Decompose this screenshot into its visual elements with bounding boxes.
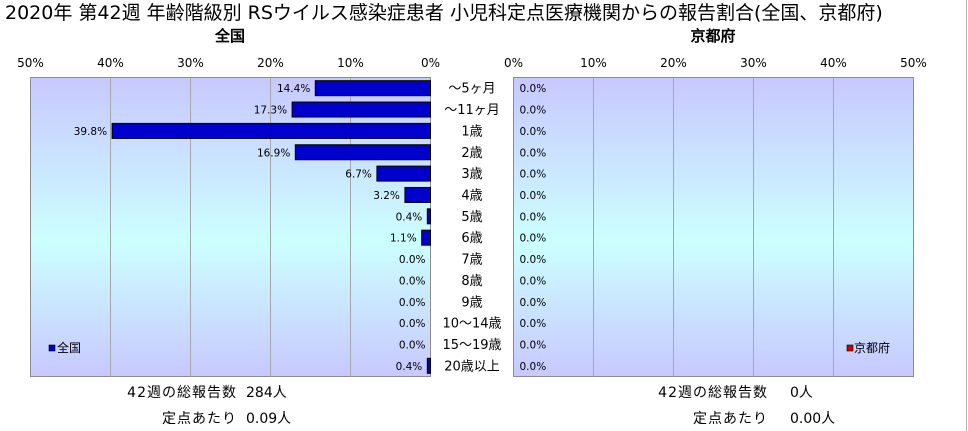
national-data-label: 0.0% — [399, 297, 426, 309]
national-bar — [376, 165, 431, 182]
legend-national: 全国 — [48, 340, 81, 355]
per-site-value: 0.09人 — [246, 411, 291, 427]
national-data-label: 39.8% — [74, 126, 107, 138]
category-label: 1歳 — [461, 124, 482, 139]
legend-swatch-national — [48, 344, 56, 352]
kyoto-data-label: 0.0% — [520, 211, 547, 223]
total-reports-value: 284人 — [246, 385, 287, 401]
national-data-label: 3.2% — [373, 190, 400, 202]
category-label: ～11ヶ月 — [444, 103, 500, 118]
national-data-label: 16.9% — [257, 147, 290, 159]
national-bar — [111, 122, 431, 139]
x-axis-ticks-national: 0% 10% 20% 30% 40% 50% — [17, 56, 440, 70]
category-label: 10～14歳 — [442, 317, 501, 332]
kyoto-data-label: 0.0% — [520, 318, 547, 330]
kyoto-data-label: 0.0% — [520, 83, 547, 95]
panel-title-kyoto: 京都府 — [690, 27, 736, 45]
kyoto-data-label: 0.0% — [520, 275, 547, 287]
category-label: 7歳 — [461, 253, 482, 268]
kyoto-data-label: 0.0% — [520, 147, 547, 159]
total-reports-label: 42週の総報告数 — [127, 385, 237, 401]
category-label: 6歳 — [461, 231, 482, 246]
per-site-label: 定点あたり — [162, 411, 237, 427]
national-data-label: 0.0% — [399, 275, 426, 287]
national-x-tick-label: 30% — [177, 56, 204, 70]
national-x-tick-label: 10% — [337, 56, 364, 70]
category-label: ～5ヶ月 — [448, 82, 495, 97]
panel-title-national: 全国 — [214, 27, 245, 45]
national-bar — [314, 80, 431, 97]
kyoto-data-label: 0.0% — [520, 297, 547, 309]
category-label: 9歳 — [461, 295, 482, 310]
national-bar — [294, 144, 431, 161]
kyoto-data-label: 0.0% — [520, 339, 547, 351]
national-data-label: 0.0% — [399, 254, 426, 266]
national-data-label: 0.0% — [399, 339, 426, 351]
kyoto-x-tick-label: 0% — [504, 56, 523, 70]
kyoto-data-label: 0.0% — [520, 190, 547, 202]
summary-national: 42週の総報告数 284人 定点あたり 0.09人 — [127, 385, 291, 427]
kyoto-data-label: 0.0% — [520, 361, 547, 373]
per-site-label: 定点あたり — [693, 411, 768, 427]
national-x-tick-label: 20% — [257, 56, 284, 70]
category-label: 4歳 — [461, 188, 482, 203]
category-label: 2歳 — [461, 146, 482, 161]
national-bar — [291, 101, 431, 118]
national-data-label: 17.3% — [254, 105, 287, 117]
kyoto-data-label: 0.0% — [520, 126, 547, 138]
plot-area-kyoto — [513, 77, 914, 377]
total-reports-label: 42週の総報告数 — [658, 385, 768, 401]
national-bar — [426, 208, 431, 225]
national-bar — [404, 186, 431, 203]
category-axis: ～5ヶ月 ～11ヶ月 1歳 2歳 3歳 4歳 5歳 6歳 7歳 8歳 9歳 10～14歳 15～19歳 2… — [442, 82, 501, 375]
kyoto-x-tick-label: 50% — [900, 56, 927, 70]
bars-national — [111, 80, 432, 374]
legend-label-kyoto: 京都府 — [854, 340, 890, 355]
chart-title: 2020年 第42週 年齢階級別 RSウイルス感染症患者 小児科定点医療機関から… — [5, 2, 883, 24]
kyoto-x-tick-label: 10% — [580, 56, 607, 70]
national-data-label: 6.7% — [345, 169, 372, 181]
legend-swatch-kyoto — [846, 344, 854, 352]
x-axis-ticks-kyoto: 0% 10% 20% 30% 40% 50% — [504, 56, 927, 70]
total-reports-value: 0人 — [790, 385, 813, 401]
national-data-label: 0.4% — [396, 361, 423, 373]
national-data-label: 1.1% — [390, 233, 417, 245]
national-data-label: 14.4% — [277, 83, 310, 95]
category-label: 8歳 — [461, 274, 482, 289]
kyoto-x-tick-label: 20% — [660, 56, 687, 70]
data-labels-kyoto: 0.0% 0.0% 0.0% 0.0% 0.0% 0.0% 0.0% 0.0% 0.0% 0.0%… — [520, 83, 547, 373]
national-x-tick-label: 0% — [421, 56, 440, 70]
kyoto-data-label: 0.0% — [520, 254, 547, 266]
kyoto-data-label: 0.0% — [520, 169, 547, 181]
kyoto-x-tick-label: 40% — [820, 56, 847, 70]
kyoto-x-tick-label: 30% — [740, 56, 767, 70]
category-label: 3歳 — [461, 167, 482, 182]
data-labels-national: 14.4% 17.3% 39.8% 16.9% 6.7%3.2% 0.4% 1.1% 0.0%… — [74, 83, 426, 373]
category-label: 5歳 — [461, 210, 482, 225]
plot-area-national — [30, 77, 431, 377]
national-data-label: 0.0% — [399, 318, 426, 330]
national-bar — [421, 229, 432, 246]
kyoto-data-label: 0.0% — [520, 233, 547, 245]
kyoto-data-label: 0.0% — [520, 105, 547, 117]
national-x-tick-label: 50% — [17, 56, 44, 70]
category-label: 15～19歳 — [442, 338, 501, 353]
national-data-label: 0.4% — [396, 211, 423, 223]
summary-kyoto: 42週の総報告数 0人 定点あたり 0.00人 — [658, 385, 835, 427]
legend-label-national: 全国 — [57, 340, 81, 355]
per-site-value: 0.00人 — [790, 411, 835, 427]
gridlines-kyoto — [593, 77, 834, 377]
legend-kyoto: 京都府 — [846, 340, 890, 355]
category-label: 20歳以上 — [444, 359, 500, 374]
national-x-tick-label: 40% — [97, 56, 124, 70]
national-bar — [426, 357, 431, 374]
